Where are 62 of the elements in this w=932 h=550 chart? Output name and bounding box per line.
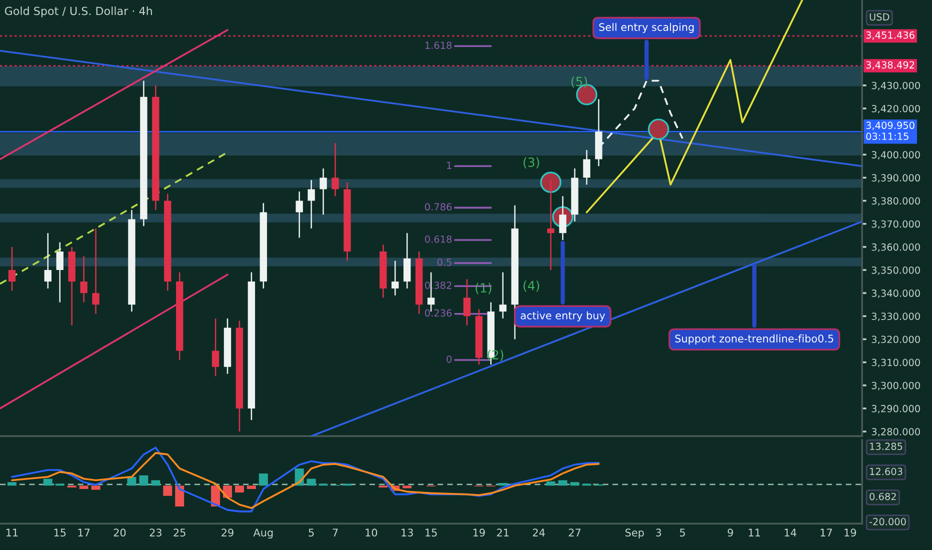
y-tick-label: 3,380.000 (872, 197, 920, 206)
text: -20.000 (869, 518, 906, 526)
annotation: Sell entry scalping (599, 22, 694, 34)
x-tick-label: 19 (473, 528, 485, 537)
annotation: Support zone-trendline-fibo0.5 (675, 334, 834, 345)
x-tick-label: Aug (253, 528, 273, 539)
x-tick-label: 11 (748, 528, 760, 536)
y-tick-label: 3,390.000 (872, 174, 920, 183)
y-tick-label: 3,430.000 (872, 82, 920, 90)
series-label: 1.618 (425, 42, 452, 49)
text: USD (870, 13, 890, 21)
x-tick-label: 3 (656, 528, 662, 537)
x-tick-label: 11 (6, 528, 18, 536)
series-label: 0.236 (425, 309, 452, 317)
x-tick-label: 15 (54, 528, 66, 537)
y-tick-label: 3,350.000 (872, 266, 920, 275)
y-tick-label: 3,400.000 (872, 151, 920, 160)
annotation: (5) (571, 76, 588, 88)
y-tick-label: 3,290.000 (872, 404, 920, 414)
x-tick-label: 20 (114, 528, 126, 537)
annotation: active entry buy (520, 311, 606, 322)
y-tick-label: 3,280.000 (872, 428, 920, 436)
text: 0.682 (870, 492, 896, 500)
series-label: 0.786 (425, 203, 452, 211)
y-tick-label: 3,320.000 (872, 336, 920, 344)
series-label: 0.5 (437, 258, 452, 266)
x-tick-label: 23 (150, 528, 162, 537)
text: 12.603 (870, 468, 902, 476)
ref-line-label: 3,438.492 (866, 61, 914, 70)
x-tick-label: 25 (174, 528, 186, 537)
x-tick-label: 5 (308, 528, 314, 537)
x-tick-label: 17 (820, 528, 832, 536)
series-label: 1 (447, 162, 452, 169)
x-tick-label: Sep (625, 528, 644, 539)
x-tick-label: 15 (426, 528, 437, 537)
y-tick-label: 3,420.000 (872, 104, 920, 114)
y-tick-label: 3,340.000 (872, 290, 920, 298)
ref-line-label: 3,451.436 (866, 31, 914, 40)
series-label: 0.618 (425, 235, 452, 243)
x-tick-label: 29 (222, 528, 234, 537)
y-tick-label: 3,330.000 (872, 312, 920, 321)
x-tick-label: 5 (680, 528, 685, 537)
text: Gold Spot / U.S. Dollar · 4h (4, 6, 152, 18)
y-tick-label: 3,370.000 (872, 220, 920, 229)
x-tick-label: 14 (784, 528, 796, 536)
x-tick-label: 13 (402, 528, 413, 537)
y-tick-label: 3,360.000 (872, 243, 920, 252)
x-tick-label: 19 (844, 528, 856, 537)
x-tick-label: 21 (497, 528, 509, 536)
text: 13.285 (870, 442, 902, 450)
annotation: (4) (524, 280, 540, 292)
annotation: (3) (524, 157, 540, 168)
y-tick-label: 3,310.000 (872, 358, 920, 368)
ref-line-label: 3,409.950 03:11:15 (866, 122, 914, 140)
x-tick-label: 7 (332, 528, 338, 536)
x-tick-label: 9 (728, 528, 733, 537)
y-tick-label: 3,300.000 (872, 382, 920, 390)
x-tick-label: 27 (568, 528, 580, 536)
x-tick-label: 17 (78, 528, 90, 536)
x-tick-label: 10 (366, 528, 378, 537)
series-label: 0 (446, 355, 452, 363)
x-tick-label: 24 (532, 528, 545, 536)
